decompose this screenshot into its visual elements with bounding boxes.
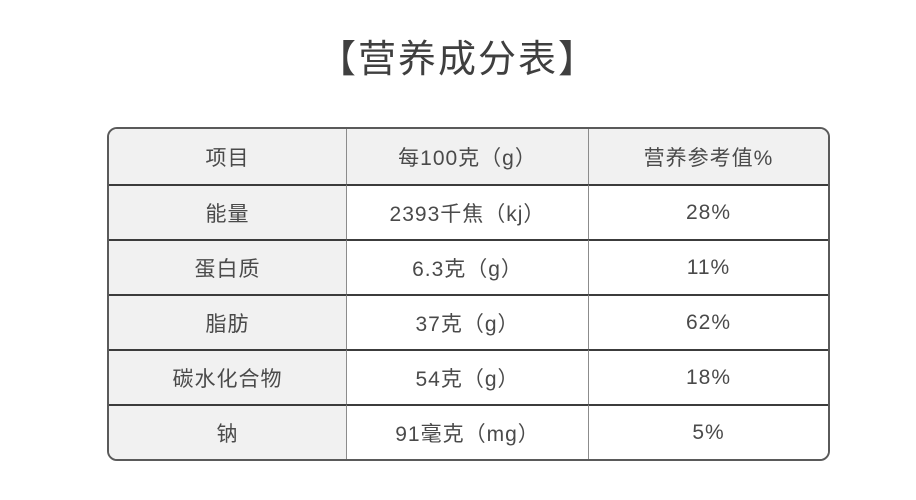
row-carbohydrate-item: 碳水化合物 bbox=[109, 349, 346, 404]
row-sodium-nrv: 5% bbox=[588, 404, 828, 459]
row-carbohydrate-nrv: 18% bbox=[588, 349, 828, 404]
row-carbohydrate-amount: 54克（g） bbox=[346, 349, 588, 404]
row-fat-nrv: 62% bbox=[588, 294, 828, 349]
row-energy-item: 能量 bbox=[109, 184, 346, 239]
row-fat-item: 脂肪 bbox=[109, 294, 346, 349]
header-cell-per100g: 每100克（g） bbox=[346, 129, 588, 184]
row-sodium-item: 钠 bbox=[109, 404, 346, 459]
row-protein-amount: 6.3克（g） bbox=[346, 239, 588, 294]
nutrition-table: 项目 每100克（g） 营养参考值% 能量 2393千焦（kj） 28% 蛋白质… bbox=[107, 127, 830, 461]
row-energy-amount: 2393千焦（kj） bbox=[346, 184, 588, 239]
header-cell-nrv: 营养参考值% bbox=[588, 129, 828, 184]
row-protein-item: 蛋白质 bbox=[109, 239, 346, 294]
page-title: 【营养成分表】 bbox=[317, 39, 598, 81]
row-sodium-amount: 91毫克（mg） bbox=[346, 404, 588, 459]
row-fat-amount: 37克（g） bbox=[346, 294, 588, 349]
row-protein-nrv: 11% bbox=[588, 239, 828, 294]
header-cell-item: 项目 bbox=[109, 129, 346, 184]
row-energy-nrv: 28% bbox=[588, 184, 828, 239]
